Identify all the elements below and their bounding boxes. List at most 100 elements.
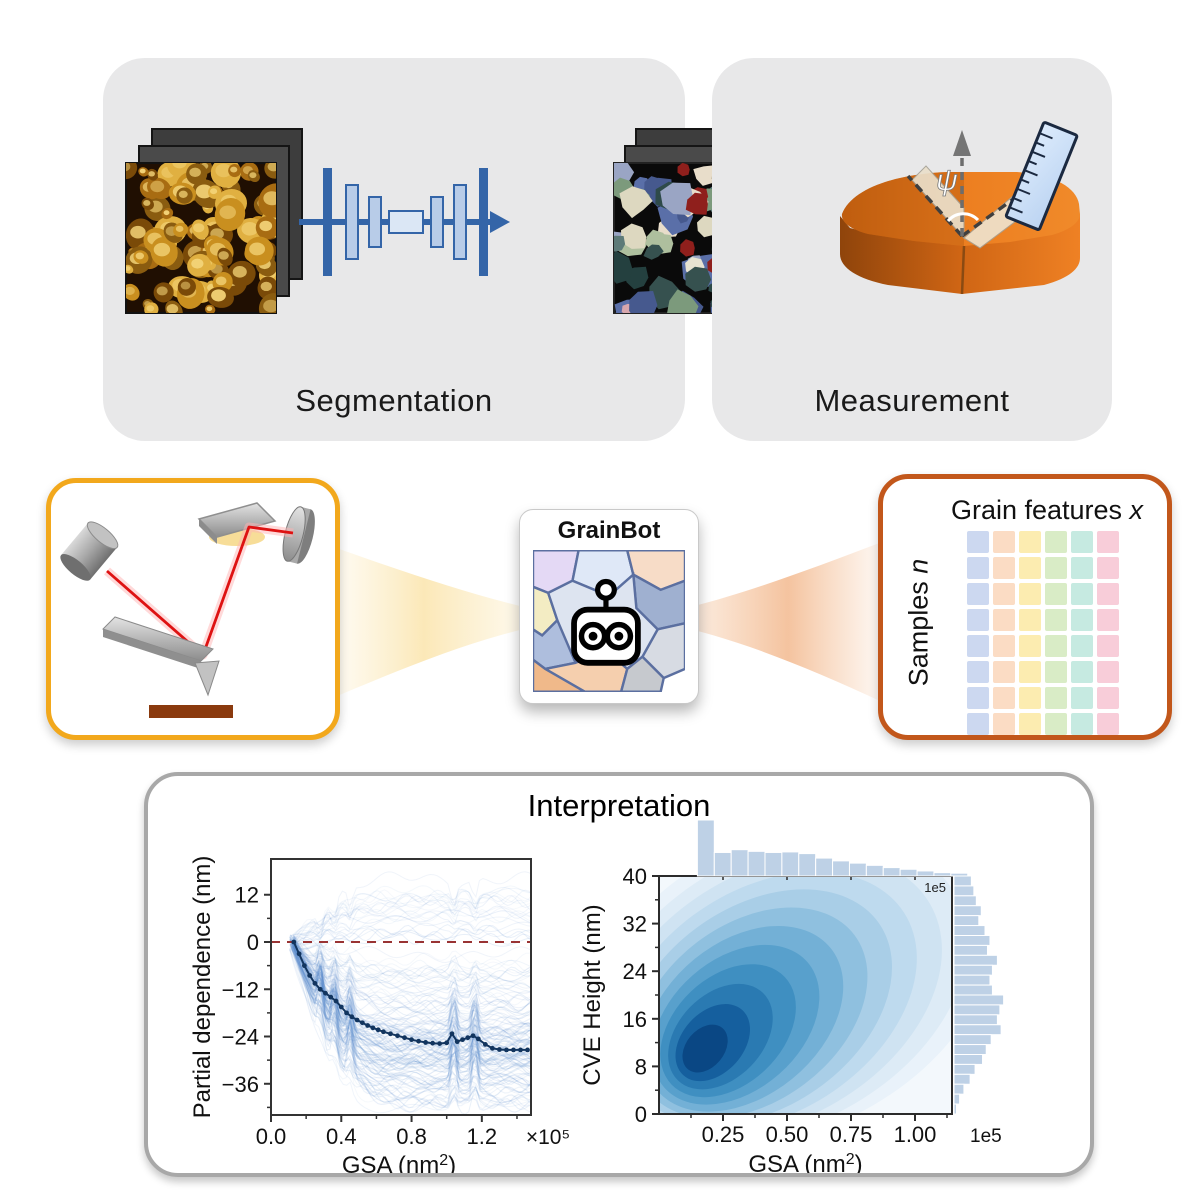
interpretation-panel: Interpretation 0.0 0.4 0.8 1.2 12 0 −12 −24 −36 ×… xyxy=(144,772,1094,1177)
pdp-ylabel: Partial dependence (nm) xyxy=(189,856,216,1119)
feature-cell xyxy=(1019,609,1041,631)
feature-cell xyxy=(967,661,989,683)
grainbot-logo xyxy=(533,550,685,692)
feature-cell xyxy=(1045,583,1067,605)
feature-cell xyxy=(1019,531,1041,553)
feature-cell xyxy=(1071,531,1093,553)
svg-text:0.50: 0.50 xyxy=(766,1122,809,1147)
network-decoder-layer-2 xyxy=(453,184,467,260)
network-bottleneck-layer xyxy=(388,210,424,234)
feature-cell xyxy=(1097,687,1119,709)
feature-cell xyxy=(967,583,989,605)
pdp-x-offset-label: ×10⁵ xyxy=(526,1126,570,1149)
feature-cell xyxy=(1097,583,1119,605)
svg-text:32: 32 xyxy=(623,912,647,937)
grain-features-box: Grain features x Samples n xyxy=(878,474,1172,740)
feature-cell xyxy=(1019,557,1041,579)
mean-partial-dependence-line xyxy=(291,939,530,1053)
feature-cell xyxy=(993,687,1015,709)
feature-cell xyxy=(993,713,1015,735)
grain-features-variable: x xyxy=(1129,495,1144,525)
interpretation-title: Interpretation xyxy=(527,788,711,823)
svg-text:1.00: 1.00 xyxy=(894,1122,937,1147)
samples-label-text: Samples xyxy=(903,573,934,687)
grain-3d-shape xyxy=(840,165,1080,295)
svg-text:0.75: 0.75 xyxy=(830,1122,873,1147)
flow-beam-right xyxy=(694,542,882,702)
feature-cell xyxy=(1071,635,1093,657)
feature-cell xyxy=(1045,687,1067,709)
laser-source-icon xyxy=(60,521,119,581)
feature-matrix xyxy=(967,531,1119,735)
feature-cell xyxy=(1019,661,1041,683)
svg-text:−36: −36 xyxy=(222,1072,259,1097)
feature-cell xyxy=(1071,557,1093,579)
samples-variable: n xyxy=(903,558,934,574)
ruler-icon xyxy=(1004,121,1079,231)
feature-cell xyxy=(1071,687,1093,709)
feature-cell xyxy=(967,687,989,709)
grain-features-title-text: Grain features xyxy=(950,495,1130,525)
grain-measurement-illustration: ψ xyxy=(840,121,1080,295)
pdp-axes: 0.0 0.4 0.8 1.2 12 0 −12 −24 −36 xyxy=(222,858,532,1149)
segmentation-label: Segmentation xyxy=(295,383,493,418)
feature-cell xyxy=(967,609,989,631)
afm-tip-icon xyxy=(194,660,220,697)
feature-cell xyxy=(1071,713,1093,735)
feature-cell xyxy=(993,661,1015,683)
svg-text:8: 8 xyxy=(635,1054,647,1079)
flow-beam-left xyxy=(328,545,520,700)
svg-text:−24: −24 xyxy=(222,1025,259,1050)
kde-axes: 0.25 0.50 0.75 1.00 0 8 16 24 32 40 xyxy=(623,864,953,1147)
kde-x-offset-label: 1e5 xyxy=(970,1126,1002,1147)
feature-cell xyxy=(1019,635,1041,657)
svg-text:12: 12 xyxy=(235,883,259,908)
feature-cell xyxy=(1045,609,1067,631)
feature-cell xyxy=(993,635,1015,657)
afm-image-stack xyxy=(125,128,303,314)
svg-text:0.0: 0.0 xyxy=(256,1124,287,1149)
cantilever-icon xyxy=(102,616,220,697)
sample-bar xyxy=(149,705,233,718)
svg-text:0: 0 xyxy=(635,1102,647,1127)
network-decoder-layer-1 xyxy=(430,196,444,248)
pdp-xlabel: GSA (nm2) xyxy=(342,1152,456,1173)
kde-density-contours xyxy=(659,876,952,1114)
network-output-layer xyxy=(479,168,488,276)
feature-cell xyxy=(993,609,1015,631)
measurement-label: Measurement xyxy=(814,383,1010,418)
interpretation-charts: 0.0 0.4 0.8 1.2 12 0 −12 −24 −36 ×10⁵ GSA (nm2) Par… xyxy=(189,819,1005,1173)
feature-cell xyxy=(1097,661,1119,683)
feature-cell xyxy=(993,583,1015,605)
feature-cell xyxy=(1019,713,1041,735)
gsa-marginal-histogram xyxy=(696,819,969,877)
grainbot-title: GrainBot xyxy=(557,517,661,544)
samples-label: Samples n xyxy=(904,503,935,743)
robot-head-icon xyxy=(571,578,641,666)
feature-cell xyxy=(1097,531,1119,553)
laser-beam xyxy=(104,522,294,660)
grainbot-card: GrainBot xyxy=(519,509,699,704)
feature-cell xyxy=(1097,635,1119,657)
vertical-arrowhead-icon xyxy=(953,130,971,156)
feature-cell xyxy=(1019,687,1041,709)
svg-text:0: 0 xyxy=(247,930,259,955)
network-encoder-layer-2 xyxy=(368,196,382,248)
grain-seam xyxy=(960,245,966,295)
feature-cell xyxy=(1071,583,1093,605)
afm-setup-box xyxy=(46,478,340,740)
kde-xlabel: GSA (nm2) xyxy=(748,1151,862,1173)
feature-cell xyxy=(1045,557,1067,579)
segmentation-panel: Segmentation xyxy=(103,58,783,441)
feature-cell xyxy=(1097,557,1119,579)
photodetector-icon xyxy=(282,506,315,564)
grain-features-title: Grain features x xyxy=(937,495,1157,526)
angle-arc xyxy=(946,212,980,223)
feature-cell xyxy=(967,557,989,579)
svg-text:16: 16 xyxy=(623,1007,647,1032)
svg-text:1.2: 1.2 xyxy=(467,1124,498,1149)
svg-text:0.25: 0.25 xyxy=(702,1122,745,1147)
feature-cell xyxy=(1045,635,1067,657)
psi-angle-symbol: ψ xyxy=(936,164,958,197)
